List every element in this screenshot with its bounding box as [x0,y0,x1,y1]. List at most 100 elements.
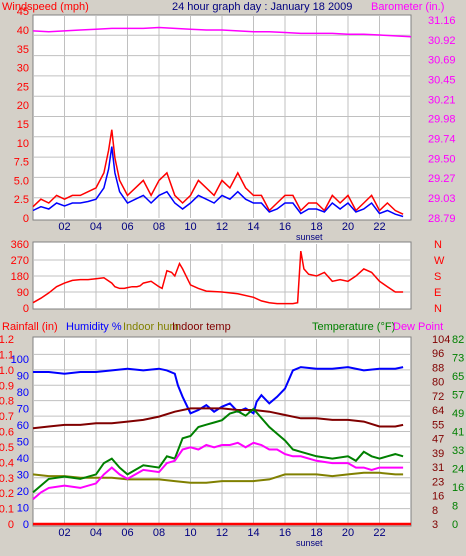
hour-tick-label: 22 [373,527,385,539]
indoor-temp-tick: 3 [432,519,438,531]
humidity-tick: 90 [17,370,29,382]
temp-humidity-grid [33,339,411,524]
windspeed-axis-title: Windspeed (mph) [2,1,89,13]
compass-tick: N [434,239,442,251]
wind-barometer-series [32,26,412,218]
direction-degree-tick: 180 [11,271,29,283]
temperature-f-line [32,407,404,494]
hour-tick-label: 02 [58,527,70,539]
rainfall-tick: 0.8 [0,396,14,408]
hour-tick-label: 06 [121,527,133,539]
hour-tick-label: 18 [310,221,322,233]
humidity-line [33,366,404,415]
humidity-tick: 60 [17,420,29,432]
barometer-tick: 29.74 [428,134,456,146]
windspeed-tick: 25 [17,81,29,93]
rainfall-tick: 0.9 [0,380,14,392]
temp-humidity-series [32,366,411,526]
hour-tick-label: 02 [58,221,70,233]
humidity-tick: 70 [17,403,29,415]
hour-tick-label: 10 [184,527,196,539]
barometer-tick: 28.79 [428,213,456,225]
hour-tick-label: 16 [279,527,291,539]
temperature-tick: 82 [452,334,464,346]
temperature-tick: 73 [452,353,464,365]
windspeed-tick: 7.5 [14,157,29,169]
rainfall-tick: 0.6 [0,427,14,439]
wind-direction-line [32,250,404,305]
indoor-temp-line [32,407,404,430]
wind-direction-degree-labels: 0 90 180 270 360 [11,239,29,315]
humidity-tick: 20 [17,486,29,498]
compass-tick: E [434,287,441,299]
barometer-tick: 29.27 [428,173,456,185]
hour-tick-label: 12 [216,527,228,539]
windspeed-tick: 45 [17,6,29,18]
wind-barometer-grid [33,15,411,218]
indoor-temp-tick: 8 [432,505,438,517]
hour-tick-label: 08 [153,527,165,539]
rainfall-tick: 0.5 [0,442,14,454]
indoor-temp-tick: 39 [432,448,444,460]
barometer-tick: 30.21 [428,94,456,106]
hour-tick-label: 20 [342,527,354,539]
hour-tick-label: 18 [310,527,322,539]
temperature-tick: 49 [452,408,464,420]
hour-tick-label: 08 [153,221,165,233]
temperature-tick: 33 [452,445,464,457]
windspeed-tick: 40 [17,25,29,37]
direction-degree-tick: 90 [17,287,29,299]
rainfall-tick: 0.7 [0,411,14,423]
windspeed-tick: 15 [17,119,29,131]
wind-time-tick-labels: 02 04 06 08 10 12 14 16 18 20 22 [58,221,385,233]
windspeed-tick: 5.0 [14,175,29,187]
indoor-temp-tick: 96 [432,348,444,360]
rainfall-tick: 1.0 [0,365,14,377]
compass-tick: N [434,303,442,315]
temperature-tick: 8 [452,501,458,513]
humidity-tick: 10 [17,502,29,514]
rainfall-tick: 1.2 [0,334,14,346]
windspeed-tick: 0 [23,213,29,225]
barometer-axis-title: Barometer (in.) [371,1,444,13]
humidity-tick: 80 [17,387,29,399]
humidity-tick: 40 [17,453,29,465]
hour-tick-label: 14 [247,221,259,233]
compass-tick: W [434,255,445,267]
barometer-tick: 30.45 [428,74,456,86]
legend-indoor-hum: Indoor hum [123,321,179,333]
temperature-tick: 65 [452,371,464,383]
direction-degree-tick: 360 [11,239,29,251]
hour-tick-label: 06 [121,221,133,233]
indoor-temp-tick: 72 [432,391,444,403]
rainfall-tick: 0.2 [0,488,14,500]
hour-tick-label: 22 [373,221,385,233]
indoor-temp-tick: 104 [432,334,450,346]
hour-tick-label: 12 [216,221,228,233]
temperature-tick: 57 [452,390,464,402]
indoor-temp-tick: 23 [432,476,444,488]
windspeed-tick: 35 [17,44,29,56]
windspeed-tick: 20 [17,100,29,112]
hour-tick-label: 04 [90,527,102,539]
temperature-tick-labels: 0 8 16 24 33 41 49 57 65 73 82 [452,334,464,531]
indoor-temp-tick: 80 [432,377,444,389]
legend-indoor-temp: Indoor temp [172,321,231,333]
rainfall-tick: 0.3 [0,473,14,485]
indoor-temp-tick-labels: 3 8 16 23 31 39 47 55 64 72 80 88 96 104 [432,334,450,531]
rainfall-tick: 0 [8,519,14,531]
sunset-annotation-top: sunset [296,232,323,242]
chart-title: 24 hour graph day : January 18 2009 [172,1,352,13]
rainfall-tick: 0.4 [0,457,14,469]
windspeed-tick: 2.5 [14,194,29,206]
indoor-temp-tick: 31 [432,462,444,474]
humidity-tick: 50 [17,436,29,448]
barometer-in-line [32,26,412,38]
temperature-tick: 41 [452,427,464,439]
barometer-tick: 29.50 [428,154,456,166]
barometer-tick: 30.69 [428,54,456,66]
hour-tick-label: 04 [90,221,102,233]
